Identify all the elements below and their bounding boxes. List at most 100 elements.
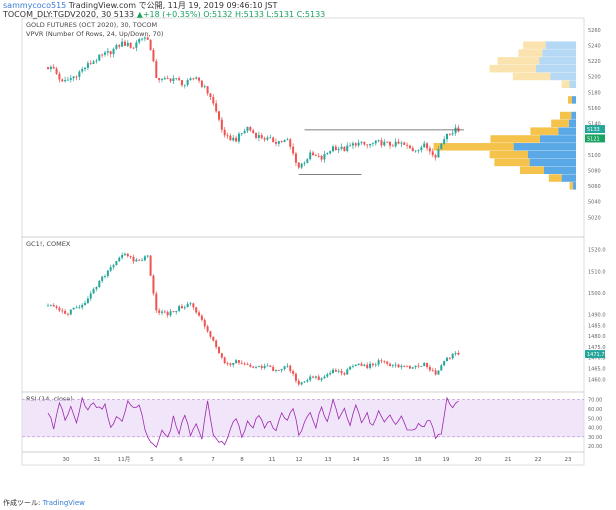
candle-body xyxy=(309,376,312,381)
candle-body xyxy=(312,376,315,378)
candle-body xyxy=(457,352,460,355)
candle-body xyxy=(215,103,218,112)
candle-body xyxy=(360,141,363,143)
y-tick-label: 5020 xyxy=(588,215,601,221)
candle-body xyxy=(280,141,283,143)
x-tick-label: 8 xyxy=(240,457,244,463)
y-tick-label: 1520.0 xyxy=(588,248,606,254)
y-tick-label: 70.00 xyxy=(588,398,602,404)
candle-body xyxy=(394,364,397,366)
candle-body xyxy=(249,364,252,367)
x-tick-label: 6 xyxy=(179,457,183,463)
vp-down-bar xyxy=(489,64,536,73)
candle-body xyxy=(166,312,169,316)
candle-body xyxy=(141,38,144,40)
tradingview-logo[interactable]: TradingView xyxy=(42,499,85,507)
candle-body xyxy=(428,148,431,152)
candle-body xyxy=(300,163,303,168)
candle-body xyxy=(266,137,269,140)
candle-body xyxy=(75,307,78,309)
candle-body xyxy=(220,353,223,358)
y-tick-label: 5140 xyxy=(588,122,601,128)
candle-body xyxy=(260,366,263,369)
candle-body xyxy=(374,140,377,144)
candle-body xyxy=(332,369,334,374)
candle-body xyxy=(386,361,389,364)
y-tick-label: 1460.0 xyxy=(588,377,606,383)
candle-body xyxy=(61,79,64,82)
candle-body xyxy=(346,145,349,151)
candle-body xyxy=(340,146,343,149)
candle-body xyxy=(220,119,223,130)
candle-body xyxy=(104,52,106,55)
candle-body xyxy=(132,256,135,262)
candle-body xyxy=(357,363,360,365)
x-tick-label: 21 xyxy=(505,457,512,463)
candle-body xyxy=(237,360,240,363)
candle-body xyxy=(186,303,189,308)
vp-down-bar xyxy=(560,111,572,120)
x-tick-label: 19 xyxy=(443,457,450,463)
candle-body xyxy=(320,155,323,160)
candle-body xyxy=(166,78,169,79)
vp-up-bar xyxy=(513,143,576,151)
candle-body xyxy=(434,370,437,375)
candle-body xyxy=(163,78,166,80)
candle-body xyxy=(314,376,317,378)
candle-body xyxy=(158,310,161,313)
candle-body xyxy=(66,79,69,81)
candle-body xyxy=(200,80,203,87)
candle-body xyxy=(403,142,406,145)
candle-body xyxy=(332,146,334,152)
candle-body xyxy=(451,353,454,359)
candle-body xyxy=(340,370,343,374)
candle-body xyxy=(69,78,72,80)
vp-down-bar xyxy=(530,127,559,135)
candle-body xyxy=(349,366,352,370)
candle-body xyxy=(106,270,109,276)
candle-body xyxy=(135,259,138,262)
candle-body xyxy=(198,312,201,316)
candle-body xyxy=(275,142,277,144)
candle-body xyxy=(178,306,181,311)
pane3-title: RSI (14, close) xyxy=(26,395,73,403)
candle-body xyxy=(92,289,95,294)
candle-body xyxy=(300,382,303,385)
candle-body xyxy=(69,309,72,315)
vp-up-bar xyxy=(569,80,576,89)
candle-body xyxy=(294,153,297,163)
candle-body xyxy=(215,340,218,348)
candle-body xyxy=(58,73,61,80)
candle-body xyxy=(121,255,124,258)
candle-body xyxy=(277,370,280,371)
y-tick-label: 60.00 xyxy=(588,407,602,413)
candle-body xyxy=(354,143,357,146)
candle-body xyxy=(183,307,186,309)
y-tick-label: 1485.0 xyxy=(588,323,606,329)
candle-body xyxy=(351,366,354,367)
header-ohlc-line: TOCOM_DLY:TGDV2020, 30 5133 ▲+18 (+0.35%… xyxy=(3,10,325,19)
vp-down-bar xyxy=(512,72,551,81)
y-tick-label: 5160 xyxy=(588,106,601,112)
candle-body xyxy=(317,155,320,157)
change-text: ▲+18 (+0.35%) xyxy=(136,10,201,19)
candle-body xyxy=(397,364,400,368)
candle-body xyxy=(420,147,423,150)
candle-body xyxy=(448,133,451,135)
candle-body xyxy=(389,141,391,146)
x-tick-label: 7 xyxy=(211,457,215,463)
candle-body xyxy=(337,370,340,372)
candle-body xyxy=(446,133,448,140)
candle-body xyxy=(132,47,135,49)
candle-body xyxy=(431,370,434,371)
candle-body xyxy=(104,275,106,277)
candle-body xyxy=(283,366,286,370)
candle-body xyxy=(106,51,109,53)
author-link[interactable]: sammycoco515 xyxy=(3,1,67,10)
candle-body xyxy=(58,307,61,311)
candle-body xyxy=(437,370,440,375)
candle-body xyxy=(209,331,212,337)
candle-body xyxy=(383,361,386,363)
candle-body xyxy=(417,149,420,151)
